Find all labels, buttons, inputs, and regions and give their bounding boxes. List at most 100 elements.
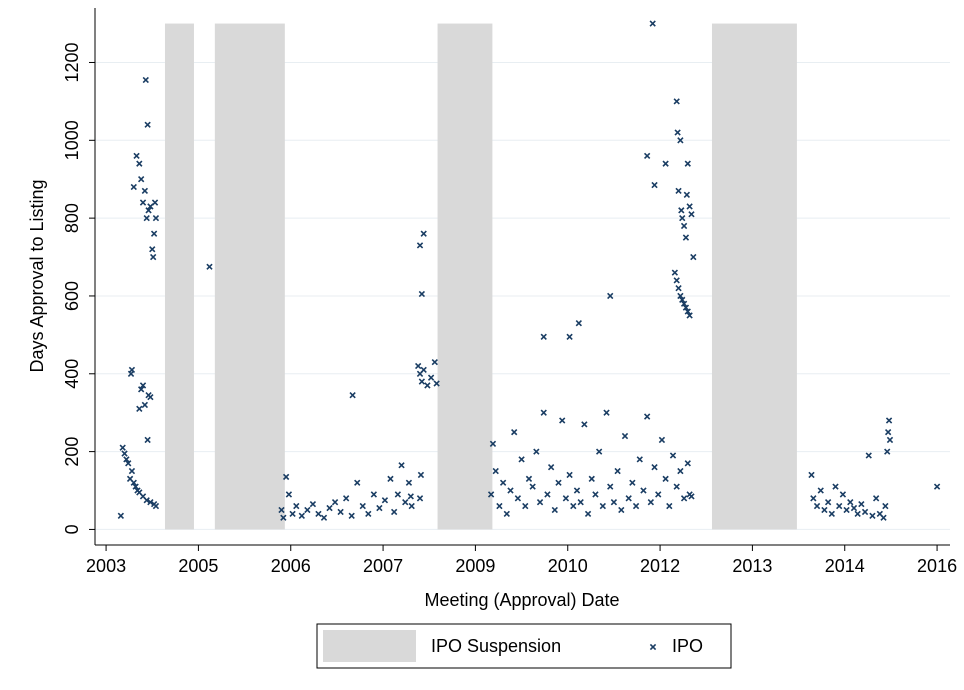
ipo-point [882,502,889,510]
x-tick-label: 2007 [363,556,403,576]
ipo-point [348,512,355,519]
ipo-point [492,467,499,475]
y-tick-label: 200 [62,437,82,467]
ipo-point [884,448,891,455]
ipo-point [130,183,137,191]
ipo-point [147,499,154,506]
ipo-point [599,502,606,510]
ipo-point [858,500,865,508]
legend-swatch [323,630,416,662]
ipo-point [836,502,843,510]
ipo-point [359,502,366,510]
ipo-point [573,487,581,494]
ipo-point [607,483,614,490]
ipo-point [138,176,145,183]
ipo-point [559,417,566,424]
ipo-point [143,214,150,222]
suspension-band [437,23,493,530]
ipo-point [417,471,425,479]
ipo-point [690,253,697,261]
ipo-point [365,510,372,518]
ipo-point [872,495,880,502]
ipo-point [138,386,145,393]
ipo-point [680,495,688,502]
ipo-point [147,393,154,401]
ipo-point [933,483,941,490]
ipo-point [658,436,666,444]
x-tick-label: 2003 [86,556,126,576]
ipo-point [673,277,680,284]
ipo-point [499,479,507,486]
ipo-point [427,374,435,381]
ipo-point [141,187,149,195]
ipo-point [592,491,599,498]
ipo-point [514,495,522,502]
ipo-point [544,491,551,498]
y-tick-label: 1200 [62,42,82,82]
ipo-point [566,333,573,340]
ipo-point [315,510,322,518]
ipo-point [683,191,691,198]
ipo-point [677,137,684,144]
ipo-point [603,409,610,416]
ipo-point [387,475,394,483]
ipo-point [666,502,673,510]
ipo-point [636,456,643,463]
ipo-point [817,487,824,494]
ipo-point [621,432,629,440]
y-tick-label: 600 [62,281,82,311]
ipo-point [320,514,328,521]
ipo-point [828,510,835,518]
ipo-point [416,495,424,502]
ipo-point [337,508,344,516]
ipo-point [675,285,682,292]
ipo-point [133,152,140,160]
suspension-band [164,23,194,530]
y-tick-label: 800 [62,203,82,233]
ipo-point [843,506,850,514]
ipo-point [522,502,529,510]
ipo-point [643,413,651,420]
ipo-point [398,462,405,469]
x-tick-label: 2013 [732,556,772,576]
ipo-point [431,358,438,366]
ipo-point [813,502,821,510]
ipo-point [408,502,415,510]
ipo-point [150,253,157,261]
ipo-point [139,382,147,389]
ipo-point [282,473,290,481]
ipo-point [511,428,518,436]
ipo-point [662,160,669,167]
ipo-point [342,495,350,502]
ipo-point [688,493,695,500]
ipo-point [540,333,547,340]
ipo-point [416,242,424,249]
ipo-point [420,230,427,237]
ipo-point [507,487,514,494]
ipo-point [885,417,893,424]
ipo-point [869,512,876,519]
y-tick-label: 400 [62,359,82,389]
ipo-point [575,320,582,327]
ipo-point [577,499,584,506]
ipo-point [595,448,603,455]
ipo-point [680,222,688,230]
ipo-point [128,366,136,374]
ipo-point [280,514,287,521]
ipo-point [128,467,136,475]
ipo-point [880,514,887,521]
ipo-point [331,499,339,506]
ipo-point [145,207,152,214]
ipo-point [584,510,592,518]
ipo-point [629,479,636,486]
ipo-point [686,203,693,210]
ipo-point [117,512,125,519]
ipo-point [682,234,690,241]
ipo-point [647,499,655,506]
ipo-point [149,246,156,253]
ipo-point [669,452,677,459]
ipo-point [884,428,892,436]
ipo-point [678,207,685,214]
ipo-point [326,504,333,512]
ipo-point [289,510,296,518]
